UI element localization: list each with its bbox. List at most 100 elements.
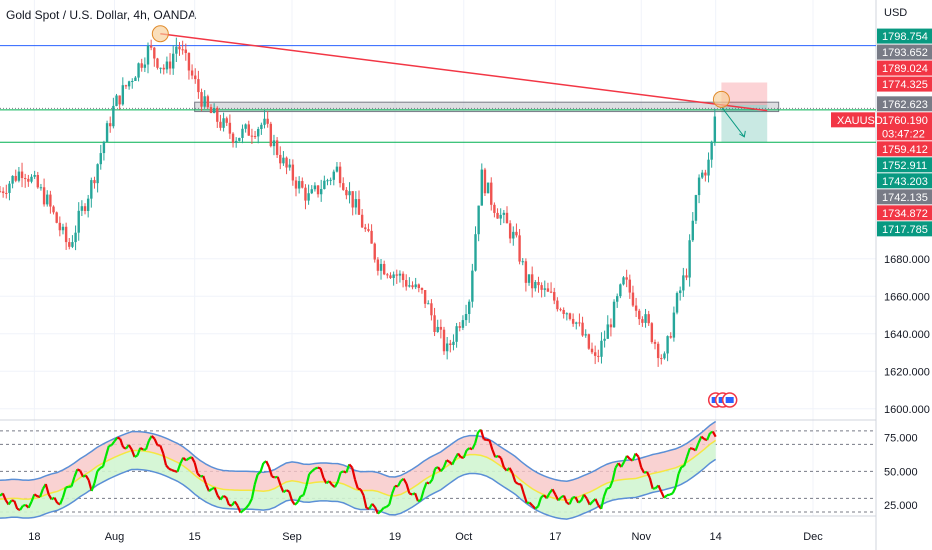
price-tag-value: 1752.911 bbox=[882, 160, 927, 172]
candle-body bbox=[313, 185, 317, 190]
price-tag-value: 1762.623 bbox=[882, 99, 928, 111]
candle-body bbox=[184, 49, 187, 53]
osc-signal-segment bbox=[110, 440, 116, 446]
candle-body bbox=[382, 263, 386, 275]
candle-body bbox=[112, 105, 115, 127]
candle-body bbox=[379, 263, 383, 271]
osc-signal-segment bbox=[288, 491, 294, 502]
osc-signal-segment bbox=[680, 464, 685, 469]
candle-body bbox=[338, 166, 342, 184]
osc-signal-segment bbox=[208, 488, 213, 493]
candle-body bbox=[197, 79, 200, 93]
osc-signal-segment bbox=[377, 510, 382, 515]
projection-arrow-line bbox=[721, 106, 745, 138]
osc-signal-segment bbox=[245, 503, 250, 509]
osc-signal-segment bbox=[608, 480, 614, 489]
candle-body bbox=[360, 214, 364, 228]
price-tag-box bbox=[877, 96, 932, 112]
candle-body bbox=[710, 141, 713, 160]
osc-signal-segment bbox=[253, 474, 259, 485]
trendline[interactable] bbox=[160, 33, 768, 112]
osc-signal-segment bbox=[457, 452, 462, 458]
candle-body bbox=[398, 273, 402, 276]
price-tick-label: 1620.000 bbox=[884, 366, 930, 378]
candle-body bbox=[502, 212, 506, 215]
osc-signal-segment bbox=[408, 492, 413, 496]
candle-body bbox=[395, 274, 398, 276]
candle-body bbox=[127, 81, 131, 87]
osc-signal-segment bbox=[96, 467, 102, 472]
osc-signal-segment bbox=[383, 505, 387, 509]
osc-tick-label: 50.000 bbox=[884, 466, 918, 478]
time-tick-label: 18 bbox=[28, 531, 40, 543]
candle-body bbox=[405, 280, 408, 287]
osc-signal-segment bbox=[185, 457, 190, 462]
candle-body bbox=[685, 275, 688, 278]
candle-body bbox=[33, 175, 36, 177]
osc-signal-segment bbox=[697, 436, 703, 444]
candle-body bbox=[445, 343, 449, 352]
candle-body bbox=[36, 175, 39, 188]
osc-signal-segment bbox=[577, 499, 582, 504]
candle-body bbox=[17, 171, 21, 181]
osc-signal-segment bbox=[402, 478, 408, 485]
osc-signal-segment bbox=[228, 503, 233, 507]
candle-body bbox=[505, 212, 509, 224]
time-tick-label: Dec bbox=[803, 531, 823, 543]
candle-body bbox=[124, 85, 128, 87]
osc-signal-segment bbox=[90, 482, 96, 492]
osc-signal-segment bbox=[511, 472, 517, 483]
osc-signal-segment bbox=[694, 442, 700, 451]
candle-body bbox=[483, 169, 487, 194]
candle-body bbox=[187, 52, 191, 71]
osc-signal-segment bbox=[700, 435, 705, 440]
osc-signal-segment bbox=[165, 464, 170, 470]
candle-body bbox=[178, 46, 181, 50]
osc-signal-segment bbox=[637, 456, 643, 468]
osc-signal-segment bbox=[196, 472, 202, 478]
candle-body bbox=[449, 343, 452, 345]
candle-body bbox=[357, 199, 361, 215]
candle-body bbox=[46, 194, 49, 205]
resistance-zone-rect bbox=[194, 101, 780, 113]
candle-body bbox=[301, 181, 304, 188]
osc-signal-segment bbox=[153, 438, 159, 446]
candle-body bbox=[146, 45, 150, 65]
osc-signal-segment bbox=[279, 484, 285, 493]
candle-body bbox=[638, 310, 641, 320]
osc-signal-segment bbox=[611, 467, 617, 481]
event-flags[interactable] bbox=[707, 392, 738, 408]
price-tag-box bbox=[877, 28, 932, 44]
candle-body bbox=[600, 340, 603, 357]
position-tool[interactable] bbox=[721, 82, 768, 143]
osc-signal-segment bbox=[225, 496, 231, 506]
candle-body bbox=[212, 108, 216, 114]
osc-signal-segment bbox=[93, 470, 99, 484]
price-tag-value: 1759.412 bbox=[882, 144, 928, 156]
osc-signal-segment bbox=[359, 488, 365, 496]
candle-body bbox=[190, 70, 194, 76]
osc-signal-segment bbox=[362, 495, 368, 509]
candle-body bbox=[540, 285, 543, 290]
osc-signal-segment bbox=[274, 475, 278, 479]
osc-signal-segment bbox=[471, 442, 477, 450]
osc-signal-segment bbox=[236, 505, 242, 514]
osc-signal-segment bbox=[583, 493, 588, 500]
candle-body bbox=[694, 195, 698, 221]
price-tag-box bbox=[877, 60, 932, 76]
osc-signal-segment bbox=[519, 484, 525, 495]
candle-body bbox=[159, 67, 162, 69]
candle-body bbox=[200, 92, 203, 107]
osc-signal-segment bbox=[113, 436, 119, 442]
osc-signal-segment bbox=[677, 466, 683, 475]
price-tag-value: 1798.754 bbox=[882, 31, 928, 43]
osc-signal-segment bbox=[531, 504, 537, 510]
candle-body bbox=[442, 329, 446, 352]
osc-signal-segment bbox=[522, 493, 528, 504]
candle-body bbox=[231, 133, 235, 143]
candle-body bbox=[590, 348, 594, 353]
candle-body bbox=[549, 291, 553, 293]
osc-signal-segment bbox=[33, 493, 38, 498]
time-tick-label: Sep bbox=[282, 531, 302, 543]
